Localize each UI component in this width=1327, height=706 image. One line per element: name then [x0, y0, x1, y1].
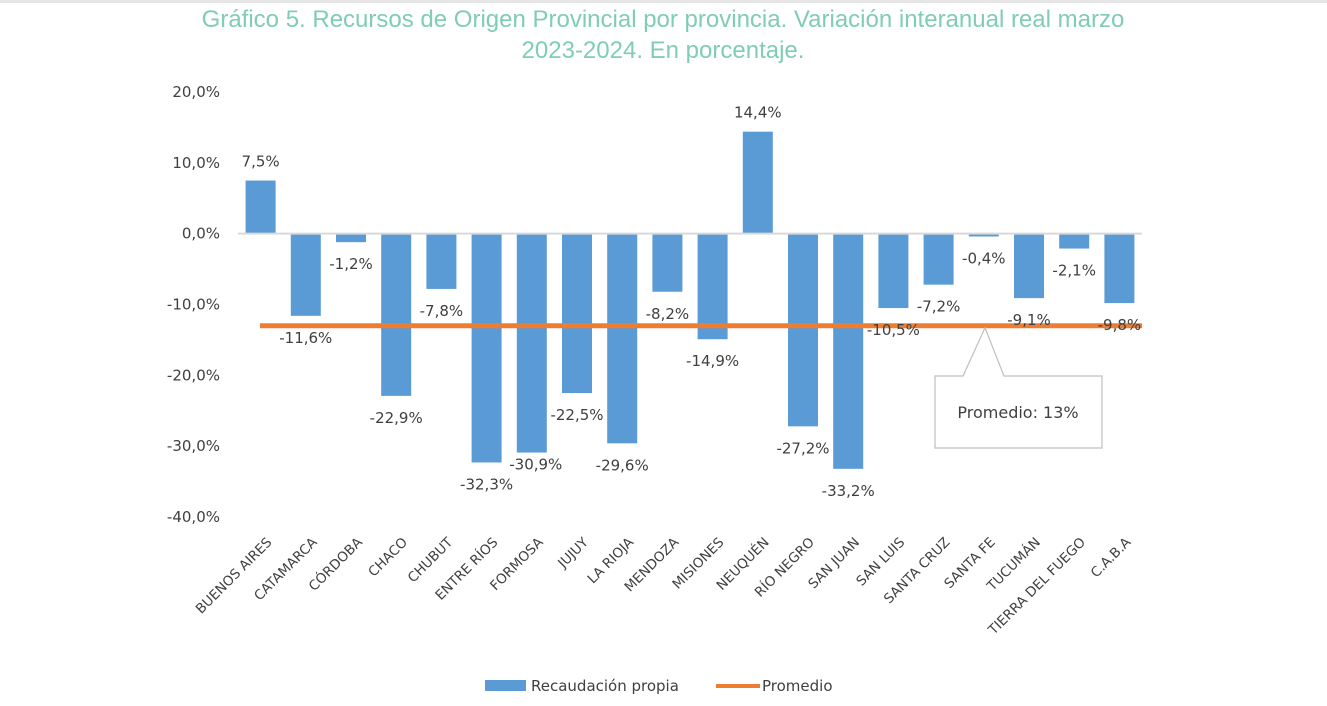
bar — [878, 233, 909, 309]
bar — [652, 233, 683, 292]
bar — [788, 233, 818, 427]
y-tick-label: 10,0% — [172, 154, 220, 172]
y-tick-label: -30,0% — [167, 437, 220, 455]
bar — [833, 233, 864, 469]
data-label: -7,2% — [917, 298, 961, 316]
y-tick-label: -10,0% — [167, 296, 220, 314]
bar — [697, 233, 728, 340]
bar — [381, 233, 412, 396]
bar — [336, 233, 366, 243]
top-border — [0, 0, 1327, 3]
bar — [426, 233, 457, 289]
data-label: -22,5% — [550, 406, 603, 424]
y-tick-label: 0,0% — [182, 225, 220, 243]
data-label: -10,5% — [867, 321, 920, 339]
y-tick-label: -40,0% — [167, 508, 220, 526]
data-label: 14,4% — [734, 104, 782, 122]
legend-label-recaudacion: Recaudación propia — [531, 677, 679, 695]
callout-box — [934, 326, 1103, 449]
data-label: -8,2% — [646, 305, 690, 323]
data-label: 7,5% — [242, 153, 280, 171]
bar — [245, 180, 276, 234]
data-label: -29,6% — [596, 456, 649, 474]
x-tick-label: JUJUY — [554, 534, 592, 572]
data-label: -22,9% — [370, 409, 423, 427]
chart-title-line-2: 2023-2024. En porcentaje. — [521, 37, 805, 64]
chart-title: Gráfico 5. Recursos de Origen Provincial… — [130, 4, 1196, 66]
bar — [562, 233, 592, 394]
bar — [968, 233, 999, 237]
legend-label-promedio: Promedio — [762, 677, 833, 695]
data-labels: 7,5% -11,6% -1,2% -22,9% -7,8% -32,3%-30,9% -2… — [242, 104, 1142, 500]
data-label: -9,8% — [1098, 316, 1142, 334]
chart-title-line-1: Gráfico 5. Recursos de Origen Provincial… — [201, 6, 1125, 33]
bar — [471, 233, 502, 463]
bar — [742, 131, 773, 234]
x-tick-label: BUENOS AIRES — [193, 535, 276, 618]
x-tick-label: C.A.B.A — [1088, 534, 1135, 581]
y-axis: 20,0% 10,0% 0,0% -10,0% -20,0% -30,0% -40,0% — [167, 83, 220, 526]
data-label: -2,1% — [1052, 262, 1096, 280]
data-label: -14,9% — [686, 352, 739, 370]
data-label: -32,3% — [460, 475, 513, 493]
data-label: -11,6% — [279, 329, 332, 347]
bar — [1059, 233, 1090, 249]
y-tick-label: 20,0% — [172, 83, 220, 101]
bar — [1014, 233, 1044, 299]
bar — [607, 233, 638, 444]
y-tick-label: -20,0% — [167, 366, 220, 384]
bar — [290, 233, 321, 316]
bars — [245, 131, 1135, 469]
callout-text: Promedio: 13% — [957, 403, 1078, 422]
bar — [923, 233, 954, 285]
data-label: -33,2% — [822, 482, 875, 500]
legend-swatch-recaudacion — [485, 680, 526, 691]
legend: Recaudación propia Promedio — [485, 677, 833, 695]
data-label: -27,2% — [776, 439, 829, 457]
promedio-callout: Promedio: 13% — [934, 326, 1103, 449]
data-label: -7,8% — [420, 302, 464, 320]
data-label: -1,2% — [329, 255, 373, 273]
data-label: -0,4% — [962, 250, 1006, 268]
bar — [1104, 233, 1135, 304]
data-label: -30,9% — [509, 456, 562, 474]
data-label: -9,1% — [1007, 311, 1051, 329]
x-tick-label: CHACO — [365, 535, 411, 581]
bar — [516, 233, 547, 453]
